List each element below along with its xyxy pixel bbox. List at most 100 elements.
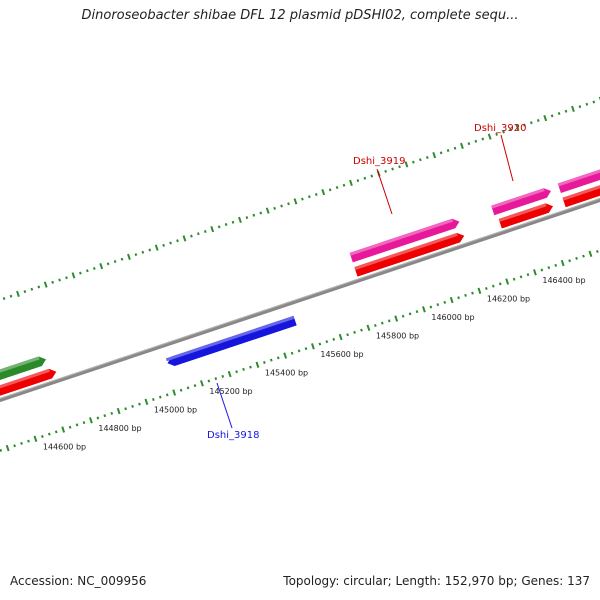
feature-green-gene [0,356,46,380]
tick-label: 145600 bp [320,350,363,359]
major-tick [515,124,520,131]
minor-tick [536,118,540,122]
minor-tick [193,384,197,388]
minor-tick [332,337,336,341]
minor-tick [301,197,304,201]
minor-tick [374,323,377,327]
minor-tick [54,430,58,434]
minor-tick [443,300,447,304]
minor-tick [464,293,467,297]
minor-tick [439,151,443,155]
minor-tick [519,275,523,279]
major-tick [533,269,537,276]
major-tick [172,389,177,396]
minor-tick [231,220,235,224]
minor-tick [165,393,169,397]
gene-label-dshi_3919: Dshi_3919 [353,156,405,167]
minor-tick [217,225,221,229]
major-tick [144,398,149,405]
minor-tick [360,328,363,332]
major-tick [560,259,565,267]
minor-tick [363,176,367,180]
tick-label: 145200 bp [209,387,252,396]
minor-tick [51,280,54,284]
major-tick [16,290,20,298]
minor-tick [47,432,51,436]
minor-tick [242,367,245,371]
minor-tick [203,229,207,233]
minor-tick [179,388,183,392]
major-tick [349,179,353,187]
minor-tick [453,146,457,150]
minor-tick [485,286,488,290]
minor-tick [186,386,190,390]
minor-tick [408,312,412,316]
minor-tick [41,434,44,438]
minor-tick [498,282,502,286]
major-tick [460,142,464,150]
major-tick [338,333,343,341]
minor-tick [592,100,596,104]
minor-tick [259,211,263,215]
minor-tick [328,188,332,192]
minor-tick [23,290,27,294]
minor-tick [141,250,145,254]
tick-label: 146400 bp [542,276,585,285]
upper-tick-track [2,96,600,301]
feature-track [0,169,600,396]
minor-tick [318,342,322,346]
minor-tick [245,216,249,220]
major-tick [99,262,104,270]
major-tick [311,343,315,350]
major-tick [33,435,38,442]
minor-tick [158,395,162,399]
minor-tick [9,294,13,298]
major-tick [61,426,66,433]
major-tick [505,278,510,285]
feature-Dshi_3919 [349,218,460,263]
backbone-line [0,197,600,403]
minor-tick [391,167,394,171]
major-tick [449,296,454,304]
minor-tick [280,204,283,208]
minor-tick [446,149,450,153]
minor-tick [540,268,544,272]
feature-highlight [498,203,547,222]
minor-tick [169,241,172,245]
major-tick [404,161,409,168]
major-tick [210,225,215,233]
gene-label-dshi_3918: Dshi_3918 [207,430,259,441]
minor-tick [75,423,79,427]
major-tick [477,287,482,294]
minor-tick [207,379,211,383]
minor-tick [297,349,301,353]
minor-tick [401,314,405,318]
major-tick [293,198,298,205]
major-tick [487,133,492,140]
callout-line [376,168,393,215]
minor-tick [124,407,127,411]
topology-stats: Topology: circular; Length: 152,970 bp; … [283,574,590,588]
major-tick [394,315,399,322]
major-tick [265,207,270,214]
feature-highlight [349,218,454,256]
feature-highlight [0,356,40,373]
minor-tick [457,296,460,300]
minor-tick [85,269,89,273]
minor-tick [335,186,339,190]
minor-tick [502,130,505,134]
tick-label: 145000 bp [154,406,197,415]
tick-label: 145800 bp [376,332,419,341]
tick-label: 144600 bp [43,443,86,452]
feature-highlight [491,188,545,209]
minor-tick [325,340,329,344]
minor-tick [582,254,585,258]
minor-tick [221,374,225,378]
major-tick [43,281,48,288]
minor-tick [224,223,228,227]
minor-tick [384,169,387,173]
tick-label: 146200 bp [487,295,530,304]
major-tick [182,235,187,242]
minor-tick [190,234,193,238]
minor-tick [131,404,134,408]
